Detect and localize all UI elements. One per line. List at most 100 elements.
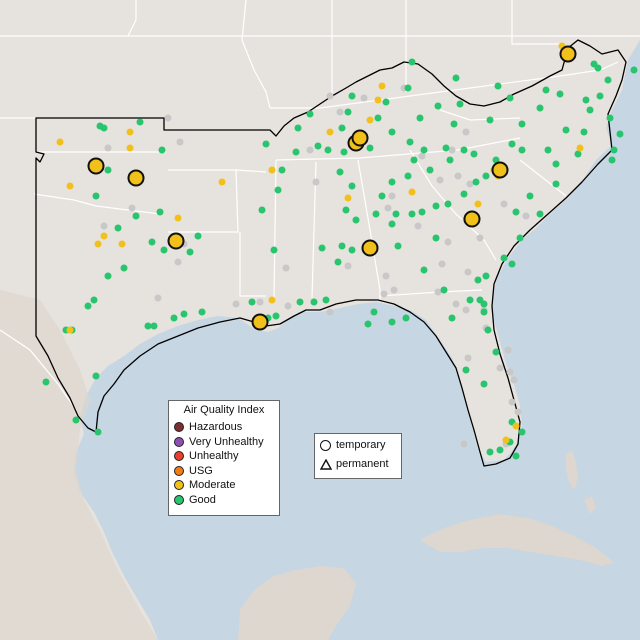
good-monitor-marker[interactable] xyxy=(462,366,470,374)
moderate-monitor-marker[interactable] xyxy=(126,128,134,136)
good-monitor-marker[interactable] xyxy=(518,146,526,154)
good-monitor-marker[interactable] xyxy=(348,92,356,100)
good-monitor-marker[interactable] xyxy=(536,104,544,112)
good-monitor-marker[interactable] xyxy=(486,448,494,456)
moderate-monitor-marker[interactable] xyxy=(366,116,374,124)
good-monitor-marker[interactable] xyxy=(406,138,414,146)
good-monitor-marker[interactable] xyxy=(340,148,348,156)
good-monitor-marker[interactable] xyxy=(322,296,330,304)
good-monitor-marker[interactable] xyxy=(508,140,516,148)
no-data-monitor-marker[interactable] xyxy=(384,204,392,212)
good-monitor-marker[interactable] xyxy=(104,166,112,174)
no-data-monitor-marker[interactable] xyxy=(434,288,442,296)
good-monitor-marker[interactable] xyxy=(482,172,490,180)
good-monitor-marker[interactable] xyxy=(408,58,416,66)
good-monitor-marker[interactable] xyxy=(526,192,534,200)
no-data-monitor-marker[interactable] xyxy=(164,114,172,122)
good-monitor-marker[interactable] xyxy=(616,130,624,138)
no-data-monitor-marker[interactable] xyxy=(100,222,108,230)
good-monitor-marker[interactable] xyxy=(518,120,526,128)
good-monitor-marker[interactable] xyxy=(486,116,494,124)
good-monitor-marker[interactable] xyxy=(606,114,614,122)
no-data-monitor-marker[interactable] xyxy=(326,92,334,100)
good-monitor-marker[interactable] xyxy=(324,146,332,154)
no-data-monitor-marker[interactable] xyxy=(388,192,396,200)
good-monitor-marker[interactable] xyxy=(492,156,500,164)
no-data-monitor-marker[interactable] xyxy=(380,290,388,298)
good-monitor-marker[interactable] xyxy=(170,314,178,322)
good-monitor-marker[interactable] xyxy=(72,416,80,424)
good-monitor-marker[interactable] xyxy=(582,96,590,104)
no-data-monitor-marker[interactable] xyxy=(464,268,472,276)
moderate-monitor-marker[interactable] xyxy=(66,182,74,190)
good-monitor-marker[interactable] xyxy=(248,298,256,306)
good-monitor-marker[interactable] xyxy=(180,310,188,318)
moderate-monitor-marker[interactable] xyxy=(66,326,74,334)
good-monitor-marker[interactable] xyxy=(492,348,500,356)
good-monitor-marker[interactable] xyxy=(114,224,122,232)
no-data-monitor-marker[interactable] xyxy=(522,212,530,220)
no-data-monitor-marker[interactable] xyxy=(508,398,516,406)
no-data-monitor-marker[interactable] xyxy=(460,440,468,448)
good-monitor-marker[interactable] xyxy=(480,300,488,308)
moderate-monitor-marker[interactable] xyxy=(118,240,126,248)
moderate-monitor-marker[interactable] xyxy=(576,144,584,152)
good-monitor-marker[interactable] xyxy=(416,114,424,122)
good-monitor-marker[interactable] xyxy=(452,74,460,82)
moderate-temporary-monitor-marker[interactable] xyxy=(167,232,185,250)
good-monitor-marker[interactable] xyxy=(496,446,504,454)
good-monitor-marker[interactable] xyxy=(580,128,588,136)
no-data-monitor-marker[interactable] xyxy=(504,346,512,354)
no-data-monitor-marker[interactable] xyxy=(174,258,182,266)
good-monitor-marker[interactable] xyxy=(594,64,602,72)
good-monitor-marker[interactable] xyxy=(518,428,526,436)
no-data-monitor-marker[interactable] xyxy=(128,204,136,212)
good-monitor-marker[interactable] xyxy=(156,208,164,216)
moderate-temporary-monitor-marker[interactable] xyxy=(361,239,379,257)
no-data-monitor-marker[interactable] xyxy=(444,238,452,246)
moderate-monitor-marker[interactable] xyxy=(502,436,510,444)
good-monitor-marker[interactable] xyxy=(84,302,92,310)
good-monitor-marker[interactable] xyxy=(296,298,304,306)
no-data-monitor-marker[interactable] xyxy=(326,308,334,316)
good-monitor-marker[interactable] xyxy=(482,272,490,280)
good-monitor-marker[interactable] xyxy=(352,216,360,224)
no-data-monitor-marker[interactable] xyxy=(462,306,470,314)
good-monitor-marker[interactable] xyxy=(388,128,396,136)
good-monitor-marker[interactable] xyxy=(258,206,266,214)
good-monitor-marker[interactable] xyxy=(336,168,344,176)
moderate-monitor-marker[interactable] xyxy=(474,200,482,208)
good-monitor-marker[interactable] xyxy=(370,308,378,316)
good-monitor-marker[interactable] xyxy=(536,210,544,218)
moderate-monitor-marker[interactable] xyxy=(126,144,134,152)
no-data-monitor-marker[interactable] xyxy=(496,364,504,372)
good-monitor-marker[interactable] xyxy=(630,66,638,74)
good-monitor-marker[interactable] xyxy=(94,428,102,436)
good-monitor-marker[interactable] xyxy=(334,258,342,266)
moderate-monitor-marker[interactable] xyxy=(100,232,108,240)
good-monitor-marker[interactable] xyxy=(450,120,458,128)
good-monitor-marker[interactable] xyxy=(542,86,550,94)
good-monitor-marker[interactable] xyxy=(378,192,386,200)
no-data-monitor-marker[interactable] xyxy=(154,294,162,302)
good-monitor-marker[interactable] xyxy=(274,186,282,194)
good-monitor-marker[interactable] xyxy=(96,122,104,130)
good-monitor-marker[interactable] xyxy=(466,296,474,304)
good-monitor-marker[interactable] xyxy=(272,312,280,320)
no-data-monitor-marker[interactable] xyxy=(312,178,320,186)
good-monitor-marker[interactable] xyxy=(432,234,440,242)
moderate-temporary-monitor-marker[interactable] xyxy=(559,45,577,63)
no-data-monitor-marker[interactable] xyxy=(462,128,470,136)
moderate-monitor-marker[interactable] xyxy=(374,96,382,104)
good-monitor-marker[interactable] xyxy=(608,156,616,164)
good-monitor-marker[interactable] xyxy=(148,238,156,246)
good-monitor-marker[interactable] xyxy=(262,140,270,148)
no-data-monitor-marker[interactable] xyxy=(466,180,474,188)
good-monitor-marker[interactable] xyxy=(420,266,428,274)
good-monitor-marker[interactable] xyxy=(562,126,570,134)
good-monitor-marker[interactable] xyxy=(92,372,100,380)
good-monitor-marker[interactable] xyxy=(432,202,440,210)
good-monitor-marker[interactable] xyxy=(474,276,482,284)
good-monitor-marker[interactable] xyxy=(456,100,464,108)
good-monitor-marker[interactable] xyxy=(556,90,564,98)
